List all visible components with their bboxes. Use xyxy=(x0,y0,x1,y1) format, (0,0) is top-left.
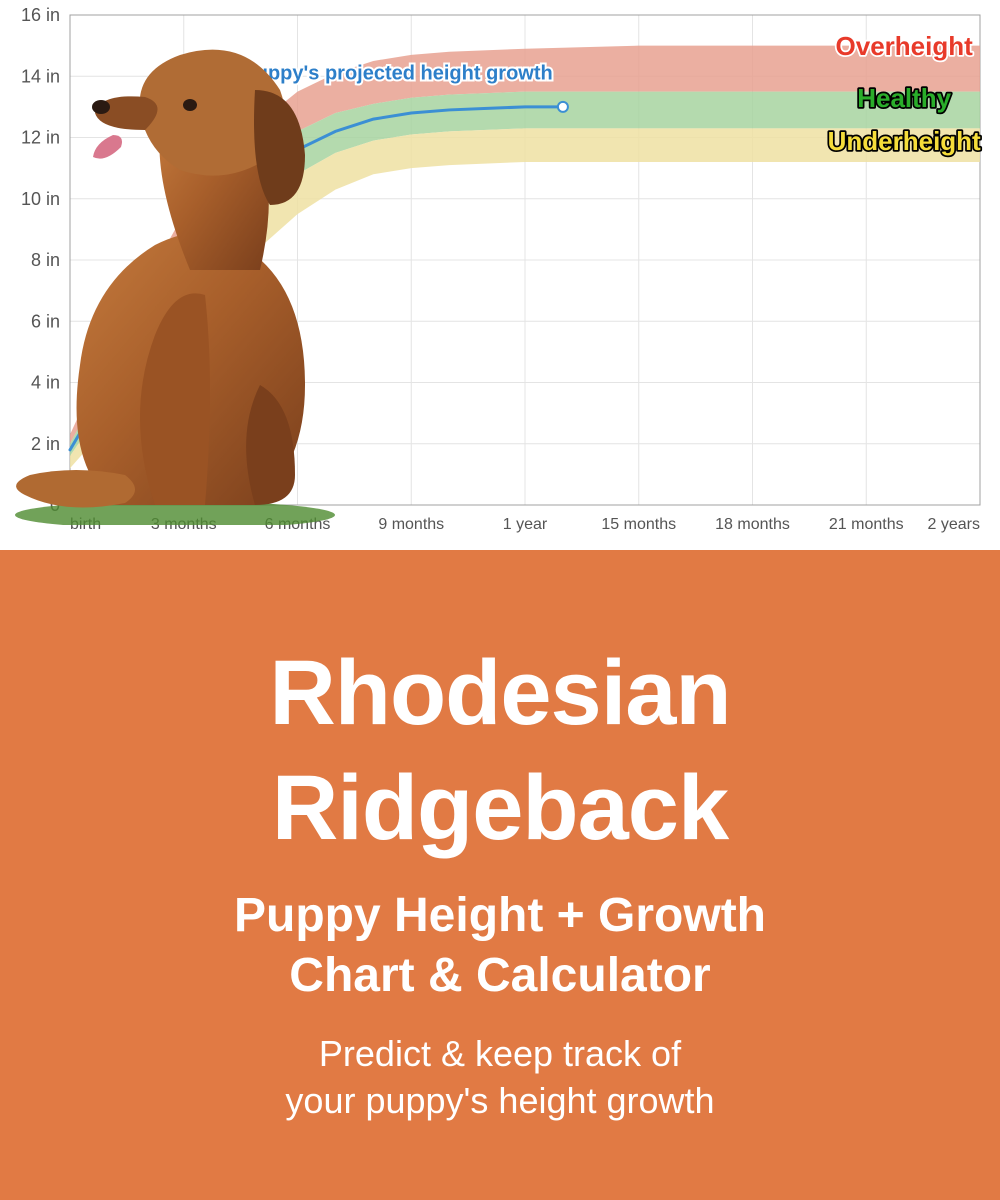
svg-text:9 months: 9 months xyxy=(378,516,444,533)
info-banner: Rhodesian Ridgeback Puppy Height + Growt… xyxy=(0,550,1000,1200)
banner-description: Predict & keep track of your puppy's hei… xyxy=(30,1031,970,1125)
subtitle-line: Puppy Height + Growth xyxy=(234,889,766,942)
banner-subtitle: Puppy Height + Growth Chart & Calculator xyxy=(30,886,970,1006)
svg-text:1 year: 1 year xyxy=(503,516,548,533)
svg-text:16 in: 16 in xyxy=(21,5,60,25)
title-line: Ridgeback xyxy=(272,757,728,859)
svg-text:Healthy: Healthy xyxy=(857,83,951,113)
growth-chart: 02 in4 in6 in8 in10 in12 in14 in16 inbir… xyxy=(0,0,1000,550)
title-line: Rhodesian xyxy=(269,642,730,744)
desc-line: Predict & keep track of xyxy=(319,1033,681,1074)
subtitle-line: Chart & Calculator xyxy=(289,949,710,1002)
page-root: 02 in4 in6 in8 in10 in12 in14 in16 inbir… xyxy=(0,0,1000,1200)
svg-text:18 months: 18 months xyxy=(715,516,790,533)
desc-line: your puppy's height growth xyxy=(285,1080,714,1121)
dog-image xyxy=(5,35,375,525)
svg-text:2 years: 2 years xyxy=(928,516,980,533)
svg-text:21 months: 21 months xyxy=(829,516,904,533)
svg-text:Underheight: Underheight xyxy=(828,126,981,156)
svg-text:15 months: 15 months xyxy=(601,516,676,533)
svg-text:Overheight: Overheight xyxy=(836,31,974,61)
breed-title: Rhodesian Ridgeback xyxy=(30,636,970,866)
